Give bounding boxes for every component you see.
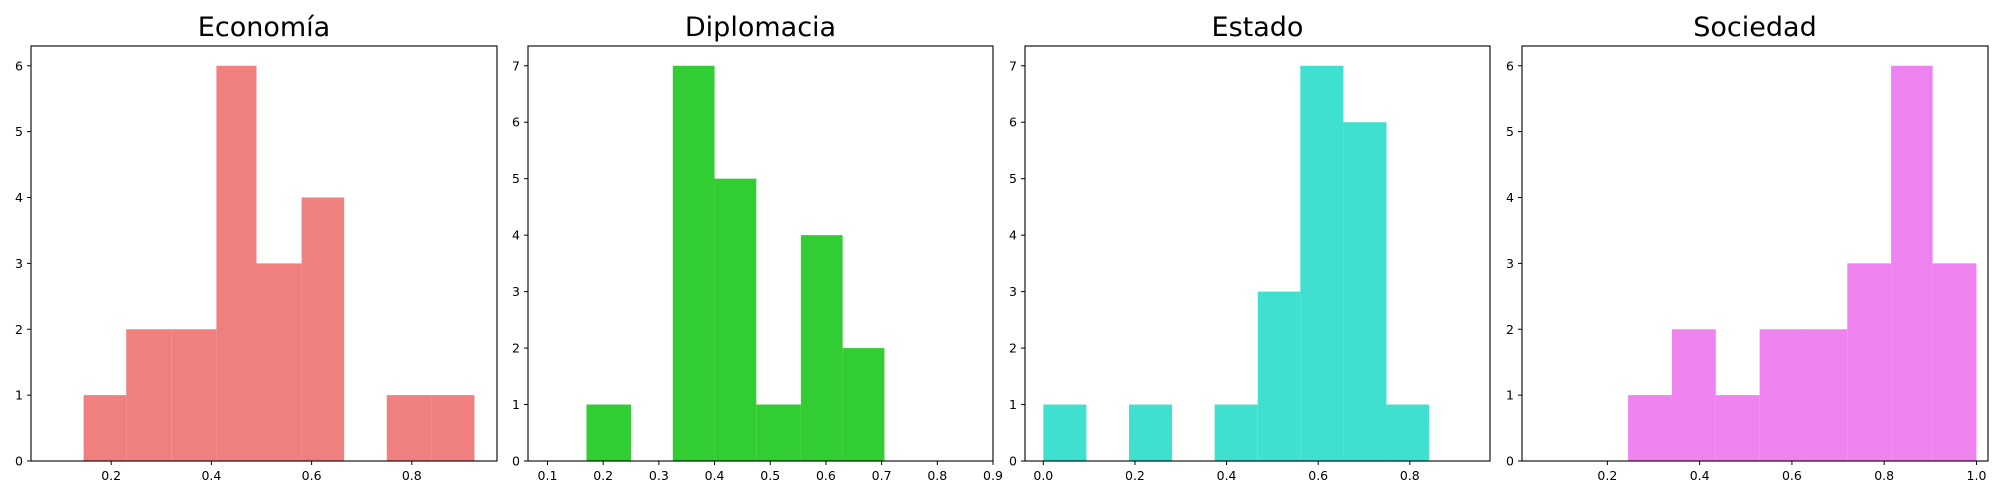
histogram-bar	[1043, 404, 1087, 461]
y-tick-label: 0	[512, 454, 520, 469]
x-tick-label: 0.2	[1125, 468, 1145, 483]
histogram-bar	[756, 404, 801, 461]
axes-frame	[30, 45, 498, 462]
x-tick-label: 0.8	[1400, 468, 1420, 483]
histogram-bar	[256, 263, 302, 461]
x-tick-label: 0.8	[1874, 468, 1894, 483]
x-tick-label: 0.7	[872, 468, 892, 483]
histogram-bar	[1214, 404, 1258, 461]
histogram-bar	[1386, 404, 1430, 461]
histogram-bar	[586, 404, 632, 461]
histogram-bar	[1803, 329, 1848, 461]
y-tick-label: 4	[1009, 228, 1017, 243]
histogram-bar	[1671, 329, 1716, 461]
histogram-bar	[1847, 263, 1892, 461]
x-tick-label: 0.4	[1690, 468, 1710, 483]
x-tick-label: 0.0	[1033, 468, 1053, 483]
histogram-bar	[714, 178, 757, 461]
panel-title: Economía	[198, 12, 330, 43]
panel-title: Diplomacia	[685, 12, 836, 43]
y-tick-label: 6	[1009, 115, 1017, 130]
x-tick-label: 0.6	[302, 468, 322, 483]
y-tick-label: 6	[15, 58, 23, 73]
y-tick-label: 2	[1506, 322, 1514, 337]
histogram-bar	[126, 329, 172, 461]
y-tick-label: 2	[512, 341, 520, 356]
x-tick-label: 0.6	[1782, 468, 1802, 483]
histogram-bar	[431, 395, 475, 461]
y-tick-label: 1	[15, 388, 23, 403]
histogram-bar	[171, 329, 217, 461]
y-tick-label: 1	[1009, 397, 1017, 412]
histogram-panel-3: Estado 0.0 0.2 0.4 0.6 0.8 0 1 2 3 4 5 6 7	[1009, 12, 1491, 483]
y-tick-label: 3	[15, 256, 23, 271]
histogram-bar	[1759, 329, 1804, 461]
y-tick-label: 3	[1506, 256, 1514, 271]
panel-title: Sociedad	[1693, 12, 1816, 43]
y-tick-label: 5	[15, 124, 23, 139]
y-tick-label: 0	[1506, 454, 1514, 469]
y-tick-label: 4	[15, 190, 23, 205]
y-tick-label: 7	[1009, 58, 1017, 73]
histogram-bar	[1300, 65, 1344, 461]
x-tick-label: 0.5	[760, 468, 780, 483]
x-tick-label: 0.2	[1597, 468, 1617, 483]
x-tick-label: 0.8	[402, 468, 422, 483]
x-tick-label: 0.9	[983, 468, 1003, 483]
x-tick-label: 1.0	[1967, 468, 1987, 483]
y-tick-label: 6	[1506, 58, 1514, 73]
x-tick-label: 0.2	[101, 468, 121, 483]
y-tick-label: 5	[512, 171, 520, 186]
histogram-panel-4: Sociedad 0.2 0.4 0.6 0.8 1.0 0 1 2 3 4 5 6	[1506, 12, 1989, 483]
x-tick-label: 0.4	[201, 468, 221, 483]
x-tick-label: 0.4	[705, 468, 725, 483]
x-tick-label: 0.1	[538, 468, 558, 483]
histogram-bar	[1932, 263, 1977, 461]
histogram-bar	[301, 197, 345, 461]
x-tick-label: 0.3	[649, 468, 669, 483]
histogram-bar	[1715, 395, 1760, 461]
y-tick-label: 4	[512, 228, 520, 243]
x-tick-label: 0.6	[816, 468, 836, 483]
histogram-bar	[83, 395, 127, 461]
histogram-bar	[1257, 291, 1301, 461]
x-tick-label: 0.2	[593, 468, 613, 483]
y-tick-label: 1	[512, 397, 520, 412]
panel-title: Estado	[1212, 12, 1304, 43]
histogram-bar	[386, 395, 432, 461]
histogram-bar	[672, 65, 715, 461]
x-tick-label: 0.6	[1308, 468, 1328, 483]
x-tick-label: 0.4	[1217, 468, 1237, 483]
histogram-bar	[1343, 122, 1387, 461]
y-tick-label: 3	[512, 284, 520, 299]
y-tick-label: 6	[512, 115, 520, 130]
y-tick-label: 7	[512, 58, 520, 73]
histogram-bar	[1628, 395, 1672, 461]
histogram-bar	[1891, 65, 1933, 461]
histogram-bar	[800, 235, 843, 461]
y-tick-label: 2	[1009, 341, 1017, 356]
x-tick-label: 0.8	[927, 468, 947, 483]
y-tick-label: 0	[1009, 454, 1017, 469]
y-tick-label: 3	[1009, 284, 1017, 299]
y-tick-label: 1	[1506, 388, 1514, 403]
histogram-panel-2: Diplomacia 0.1 0.2 0.3 0.4 0.5 0.6 0.7 0.8 0.9 0 1 2…	[512, 12, 1003, 483]
y-tick-label: 5	[1009, 171, 1017, 186]
y-tick-label: 5	[1506, 124, 1514, 139]
histogram-bar	[216, 65, 257, 461]
y-tick-label: 0	[15, 454, 23, 469]
axes-frame	[1521, 45, 1989, 462]
axes-frame	[527, 45, 994, 462]
y-tick-label: 2	[15, 322, 23, 337]
y-tick-label: 4	[1506, 190, 1514, 205]
histogram-bar	[842, 348, 885, 461]
axes-frame	[1024, 45, 1491, 462]
histogram-panel-1: Economía 0.2 0.4 0.6 0.8 0 1 2 3 4 5 6	[15, 12, 498, 483]
histogram-bar	[1128, 404, 1173, 461]
